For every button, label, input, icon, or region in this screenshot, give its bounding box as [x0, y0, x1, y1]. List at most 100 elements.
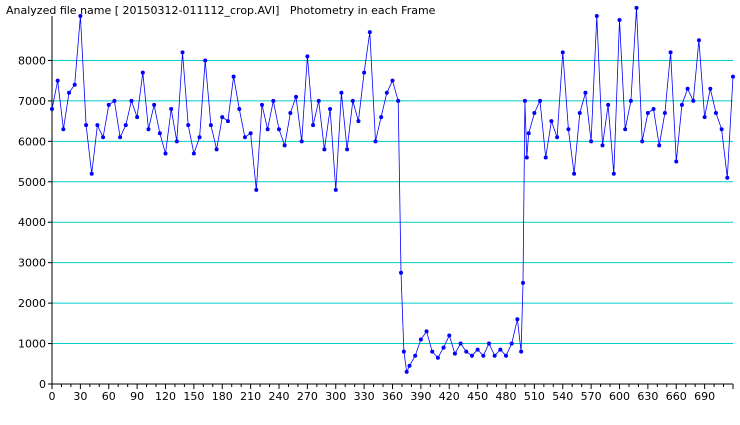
data-point: [611, 171, 616, 176]
data-point: [203, 58, 208, 63]
chart-title: Analyzed file name [ 20150312-011112_cro…: [6, 4, 436, 17]
data-point: [606, 102, 611, 107]
data-point: [731, 74, 735, 79]
data-point: [696, 38, 701, 43]
data-point: [356, 119, 361, 124]
data-point: [390, 78, 395, 83]
data-point: [299, 139, 304, 144]
data-point: [685, 86, 690, 91]
data-point: [662, 111, 667, 116]
y-tick-label: 1000: [18, 338, 46, 351]
y-tick-label: 7000: [18, 95, 46, 108]
data-point: [78, 13, 83, 18]
data-point: [345, 147, 350, 152]
series-line-0: [51, 7, 734, 374]
x-tick-label: 210: [240, 390, 261, 403]
grid-lines: [52, 59, 733, 345]
x-tick-label: 150: [183, 390, 204, 403]
data-point: [55, 78, 60, 83]
y-tick-label: 6000: [18, 135, 46, 148]
data-point: [691, 98, 696, 103]
data-point: [174, 139, 179, 144]
data-point: [288, 111, 293, 116]
data-point: [367, 30, 372, 35]
data-point: [169, 106, 174, 111]
x-tick-label: 540: [552, 390, 573, 403]
data-point: [152, 102, 157, 107]
data-point: [702, 115, 707, 120]
x-tick-label: 390: [410, 390, 431, 403]
data-point: [708, 86, 713, 91]
data-point: [413, 353, 418, 358]
x-tick-label: 0: [49, 390, 56, 403]
data-point: [492, 353, 497, 358]
data-point: [254, 187, 259, 192]
data-point: [311, 123, 316, 128]
x-tick-label: 480: [496, 390, 517, 403]
data-point: [339, 90, 344, 95]
data-point: [157, 131, 162, 136]
y-tick-label: 4000: [18, 216, 46, 229]
x-tick-label: 360: [382, 390, 403, 403]
data-point: [452, 351, 457, 356]
data-point: [384, 90, 389, 95]
data-point: [72, 82, 77, 87]
x-tick-label: 570: [581, 390, 602, 403]
data-point: [538, 98, 543, 103]
data-point: [623, 127, 628, 132]
data-point: [418, 337, 423, 342]
data-point: [651, 106, 656, 111]
data-point: [316, 98, 321, 103]
data-series: [50, 5, 735, 374]
data-point: [163, 151, 168, 156]
data-point: [679, 102, 684, 107]
data-point: [524, 155, 529, 160]
x-tick-label: 510: [524, 390, 545, 403]
data-point: [543, 155, 548, 160]
data-point: [469, 353, 474, 358]
data-point: [600, 143, 605, 148]
data-point: [180, 50, 185, 55]
x-tick-label: 660: [666, 390, 687, 403]
data-point: [583, 90, 588, 95]
data-point: [89, 171, 94, 176]
data-point: [515, 317, 520, 322]
data-point: [657, 143, 662, 148]
data-point: [135, 115, 140, 120]
data-point: [396, 98, 401, 103]
data-point: [101, 135, 106, 140]
data-point: [404, 369, 409, 374]
data-point: [248, 131, 253, 136]
data-point: [549, 119, 554, 124]
data-point: [441, 345, 446, 350]
data-point: [333, 187, 338, 192]
data-point: [123, 123, 128, 128]
data-point: [674, 159, 679, 164]
data-point: [67, 90, 72, 95]
data-point: [259, 102, 264, 107]
data-point: [242, 135, 247, 140]
data-point: [668, 50, 673, 55]
y-tick-label: 8000: [18, 54, 46, 67]
data-point: [407, 363, 412, 368]
data-point: [328, 106, 333, 111]
data-point: [645, 111, 650, 116]
data-point: [282, 143, 287, 148]
data-point: [522, 98, 527, 103]
x-tick-label: 240: [269, 390, 290, 403]
data-point: [373, 139, 378, 144]
data-point: [231, 74, 236, 79]
data-point: [140, 70, 145, 75]
data-point: [555, 135, 560, 140]
x-tick-label: 60: [102, 390, 116, 403]
data-point: [577, 111, 582, 116]
data-point: [294, 94, 299, 99]
data-point: [435, 355, 440, 360]
x-tick-label: 90: [130, 390, 144, 403]
data-point: [458, 341, 463, 346]
data-point: [628, 98, 633, 103]
data-point: [350, 98, 355, 103]
data-point: [191, 151, 196, 156]
data-point: [220, 115, 225, 120]
